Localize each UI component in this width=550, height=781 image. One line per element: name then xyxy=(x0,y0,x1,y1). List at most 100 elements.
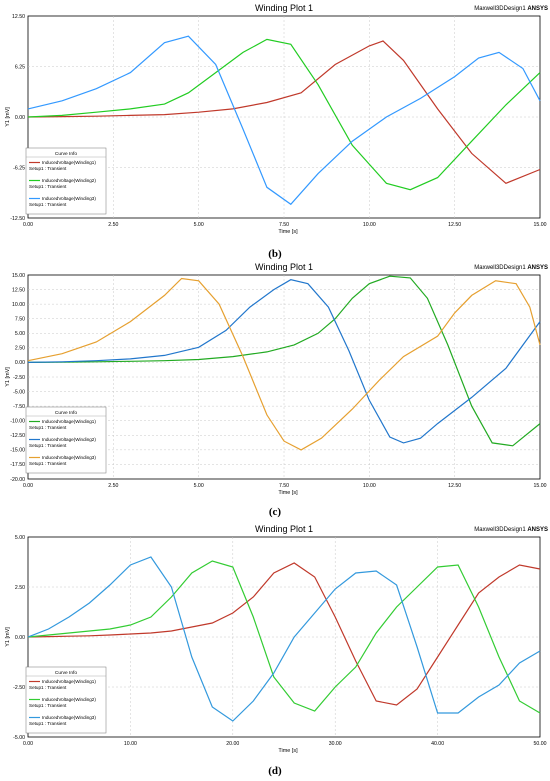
brand-label: Maxwell3DDesign1 ANSYS xyxy=(474,6,548,12)
legend-setup-1: Setup1 : Transient xyxy=(29,425,67,430)
legend-setup-2: Setup1 : Transient xyxy=(29,443,67,448)
y-tick-label: 5.00 xyxy=(15,535,25,541)
x-tick-label: 0.00 xyxy=(23,222,33,228)
legend-entry-2: InducedVoltage(Winding2) xyxy=(42,437,96,442)
chart-title: Winding Plot 1 xyxy=(255,3,313,13)
legend-entry-2: InducedVoltage(Winding2) xyxy=(42,697,96,702)
x-tick-label: 15.00 xyxy=(534,483,547,489)
y-tick-label: 12.50 xyxy=(12,14,25,20)
y-tick-label: 5.00 xyxy=(15,331,25,337)
y-tick-label: -6.25 xyxy=(13,165,25,171)
series-line-2 xyxy=(27,279,541,444)
y-axis-label: Y1 [mV] xyxy=(5,107,11,127)
x-tick-label: 40.00 xyxy=(431,741,444,747)
brand-label: Maxwell3DDesign1 ANSYS xyxy=(474,527,548,533)
legend-entry-1: InducedVoltage(Winding1) xyxy=(42,679,96,684)
y-tick-label: -7.50 xyxy=(13,404,25,410)
x-tick-label: 7.50 xyxy=(279,483,289,489)
legend-entry-1: InducedVoltage(Winding1) xyxy=(42,419,96,424)
series-line-1 xyxy=(27,275,541,447)
y-axis-label: Y1 [mV] xyxy=(5,627,11,647)
y-tick-label: -12.50 xyxy=(10,216,25,222)
series-line-3 xyxy=(27,277,541,451)
y-tick-label: 2.50 xyxy=(15,585,25,591)
y-tick-label: 12.50 xyxy=(12,287,25,293)
y-tick-label: 6.25 xyxy=(15,64,25,70)
legend[interactable]: Curve InfoInducedVoltage(Winding1)Setup1… xyxy=(25,406,107,474)
brand-label: Maxwell3DDesign1 ANSYS xyxy=(474,265,548,271)
legend-setup-2: Setup1 : Transient xyxy=(29,184,67,189)
y-tick-label: 15.00 xyxy=(12,273,25,279)
y-tick-label: -5.00 xyxy=(13,389,25,395)
x-tick-label: 0.00 xyxy=(23,741,33,747)
y-tick-label: 7.50 xyxy=(15,317,25,323)
y-tick-label: -15.00 xyxy=(10,448,25,454)
chart-panel-2: Winding Plot 1 Maxwell3DDesign1 ANSYS 15.0… xyxy=(5,262,548,518)
x-axis-label: Time [s] xyxy=(278,748,298,754)
y-tick-label: -20.00 xyxy=(10,477,25,483)
x-tick-label: 30.00 xyxy=(329,741,342,747)
x-axis-label: Time [s] xyxy=(278,229,298,235)
legend-title: Curve Info xyxy=(55,670,77,676)
panel-caption: (d) xyxy=(268,765,282,777)
series-line-3 xyxy=(27,556,541,722)
series-line-3 xyxy=(27,35,541,206)
legend-box xyxy=(25,406,107,474)
y-tick-label: 2.50 xyxy=(15,346,25,352)
y-tick-label: 0.00 xyxy=(15,360,25,366)
y-tick-label: 0.00 xyxy=(15,635,25,641)
legend-entry-1: InducedVoltage(Winding1) xyxy=(42,160,96,165)
chart-title: Winding Plot 1 xyxy=(255,524,313,534)
y-tick-label: 10.00 xyxy=(12,302,25,308)
y-tick-label: -10.00 xyxy=(10,419,25,425)
x-tick-label: 2.50 xyxy=(108,483,118,489)
series-line-2 xyxy=(27,560,541,714)
legend-setup-3: Setup1 : Transient xyxy=(29,461,67,466)
brand-ansys: ANSYS xyxy=(527,265,548,271)
y-tick-label: -12.50 xyxy=(10,433,25,439)
legend-title: Curve Info xyxy=(55,410,77,416)
x-tick-label: 10.00 xyxy=(124,741,137,747)
legend-title: Curve Info xyxy=(55,151,77,157)
x-tick-label: 7.50 xyxy=(279,222,289,228)
x-tick-label: 5.00 xyxy=(194,222,204,228)
x-tick-label: 0.00 xyxy=(23,483,33,489)
legend-entry-3: InducedVoltage(Winding3) xyxy=(42,455,96,460)
brand-design-name: Maxwell3DDesign1 xyxy=(474,527,527,533)
x-tick-label: 10.00 xyxy=(363,483,376,489)
series-line-2 xyxy=(27,38,541,191)
x-tick-label: 50.00 xyxy=(534,741,547,747)
chart-panel-3: Winding Plot 1 Maxwell3DDesign1 ANSYS 5.00… xyxy=(5,524,548,777)
y-tick-label: 0.00 xyxy=(15,115,25,121)
legend-entry-3: InducedVoltage(Winding3) xyxy=(42,715,96,720)
x-tick-label: 12.50 xyxy=(448,483,461,489)
brand-design-name: Maxwell3DDesign1 xyxy=(474,265,527,271)
x-tick-label: 15.00 xyxy=(534,222,547,228)
legend[interactable]: Curve InfoInducedVoltage(Winding1)Setup1… xyxy=(25,666,107,734)
chart-panel-1: Winding Plot 1 Maxwell3DDesign1 ANSYS 12.5… xyxy=(5,3,548,260)
legend-entry-2: InducedVoltage(Winding2) xyxy=(42,178,96,183)
panel-caption: (c) xyxy=(269,506,282,518)
y-tick-label: -5.00 xyxy=(13,735,25,741)
y-axis-label: Y1 [mV] xyxy=(5,367,11,387)
brand-ansys: ANSYS xyxy=(527,6,548,12)
x-tick-label: 12.50 xyxy=(448,222,461,228)
brand-design-name: Maxwell3DDesign1 xyxy=(474,6,527,12)
series-line-1 xyxy=(27,40,541,184)
y-tick-label: -2.50 xyxy=(13,685,25,691)
legend-setup-2: Setup1 : Transient xyxy=(29,703,67,708)
legend-setup-1: Setup1 : Transient xyxy=(29,166,67,171)
legend-entry-3: InducedVoltage(Winding3) xyxy=(42,196,96,201)
legend[interactable]: Curve InfoInducedVoltage(Winding1)Setup1… xyxy=(25,147,107,215)
x-tick-label: 5.00 xyxy=(194,483,204,489)
legend-setup-3: Setup1 : Transient xyxy=(29,721,67,726)
brand-ansys: ANSYS xyxy=(527,527,548,533)
x-tick-label: 20.00 xyxy=(226,741,239,747)
x-tick-label: 2.50 xyxy=(108,222,118,228)
y-tick-label: -17.50 xyxy=(10,462,25,468)
legend-setup-3: Setup1 : Transient xyxy=(29,202,67,207)
x-axis-label: Time [s] xyxy=(278,490,298,496)
legend-setup-1: Setup1 : Transient xyxy=(29,685,67,690)
series-line-1 xyxy=(27,562,541,706)
